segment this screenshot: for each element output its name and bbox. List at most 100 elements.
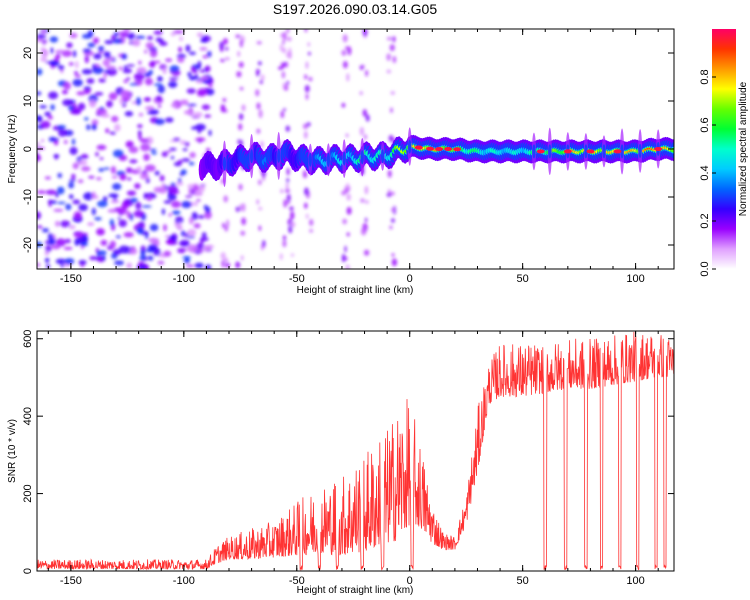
streak-blob [388,135,394,142]
noise-blob [178,46,183,53]
noise-blob [37,91,42,96]
streak-blob [303,130,308,139]
noise-blob [192,185,200,191]
noise-blob [125,167,133,174]
noise-blob [119,97,124,105]
noise-blob [127,32,136,40]
streak-blob [262,239,266,247]
noise-blob [68,105,75,111]
noise-blob [151,151,157,155]
noise-blob [102,59,111,67]
colorbar-tick-label: 0.8 [699,69,711,84]
noise-blob [195,137,206,142]
streak-blob [345,46,350,50]
noise-blob [172,137,181,142]
spectrogram-xtick-label: 50 [517,273,529,285]
noise-blob [72,162,79,170]
noise-blob [51,137,60,142]
noise-blob [175,216,184,224]
noise-blob [68,62,75,66]
noise-blob [49,36,59,43]
ridge-spike-core [342,151,346,166]
noise-blob [48,91,59,100]
streak-blob [392,55,397,64]
snr-panel: -150 -100 -50 0 50 100 0 200 400 600 Height of st… [7,330,675,596]
streak-blob [285,61,289,68]
streak-blob [283,31,287,41]
spectrogram-ytick-label: -20 [22,237,34,253]
noise-blob [45,189,57,195]
noise-blob [201,104,211,110]
noise-blob [179,239,190,247]
streak-blob [285,125,290,132]
noise-blob [88,175,95,179]
noise-blob [73,231,84,239]
snr-ylabel: SNR (10 * v/v) [7,419,18,483]
colorbar-tick-label: 0.2 [699,213,711,228]
noise-blob [165,58,173,62]
noise-blob [155,95,163,102]
streak-blob [220,58,225,63]
noise-blob [55,258,67,265]
noise-blob [165,239,174,245]
streak-blob [282,63,287,68]
noise-blob [144,164,156,172]
noise-blob [75,60,79,69]
noise-blob [101,255,106,261]
noise-blob [115,235,121,239]
noise-blob [121,103,127,108]
noise-blob [121,201,129,210]
streak-blob [258,225,262,231]
snr-xtick-label: -150 [60,575,82,587]
noise-blob [110,35,116,41]
noise-blob [177,221,182,229]
noise-blob [153,83,163,87]
noise-blob [119,173,127,181]
noise-blob [199,237,205,244]
ridge-peak [536,149,545,154]
noise-blob [95,152,99,157]
streak-blob [282,240,287,248]
streak-blob [305,61,309,70]
noise-blob [112,183,122,191]
streak-blob [286,193,291,202]
noise-blob [125,140,134,148]
noise-blob [121,53,128,60]
streak-blob [235,261,241,269]
noise-blob [149,223,159,232]
noise-blob [37,211,42,220]
noise-blob [153,186,163,193]
noise-blob [153,60,161,64]
noise-blob [123,231,134,238]
noise-blob [96,144,107,150]
noise-blob [39,105,47,109]
noise-blob [196,32,204,38]
noise-blob [139,138,150,143]
noise-blob [63,247,73,250]
noise-blob [50,47,54,54]
noise-blob [184,232,189,238]
noise-blob [149,148,157,152]
streak-blob [308,76,313,82]
streak-blob [282,39,285,46]
colorbar-label: Normalized spectral amplitude [738,81,749,216]
noise-blob [126,210,131,219]
noise-blob [60,220,71,228]
streak-blob [256,128,261,134]
noise-blob [92,63,96,71]
streak-blob [386,36,392,41]
noise-blob [108,92,118,101]
snr-xlabel: Height of straight line (km) [297,585,414,596]
streak-blob [241,217,247,226]
noise-blob [183,110,193,115]
ridge-peak [426,146,435,151]
streak-blob [257,61,262,66]
noise-blob [208,84,213,88]
colorbar-ticks: 0.0 0.2 0.4 0.6 0.8 [699,69,716,277]
noise-blob [169,65,180,72]
noise-blob [97,46,105,51]
noise-blob [171,200,181,208]
streak-blob [280,188,284,194]
noise-blob [136,67,147,74]
ridge-spike-core [548,144,552,159]
